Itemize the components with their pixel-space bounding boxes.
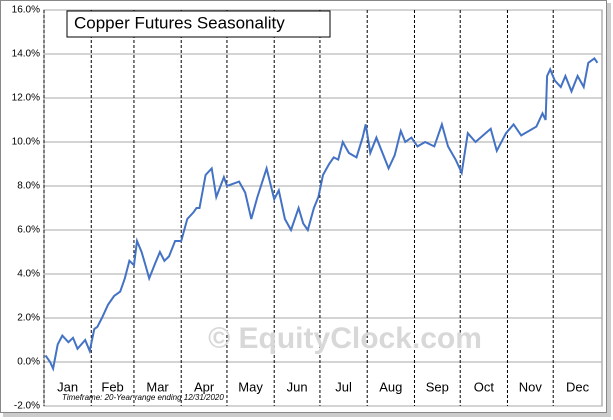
y-tick-label: -2.0% bbox=[14, 401, 40, 412]
x-tick-label: Aug bbox=[379, 379, 402, 394]
x-tick-label: Jun bbox=[287, 379, 308, 394]
frame bbox=[0, 0, 607, 413]
note: Timeframe: 20-Year range ending 12/31/20… bbox=[62, 393, 224, 402]
x-tick-label: May bbox=[238, 379, 263, 394]
x-tick-label: Jul bbox=[335, 379, 352, 394]
x-tick-label: Apr bbox=[194, 379, 215, 394]
x-tick-label: Mar bbox=[146, 379, 169, 394]
shadow bbox=[607, 3, 611, 417]
watermark: © EquityClock.com bbox=[208, 322, 482, 355]
x-tick-label: Dec bbox=[566, 379, 590, 394]
x-tick-label: Nov bbox=[519, 379, 543, 394]
y-tick-label: 12.0% bbox=[12, 93, 40, 104]
line bbox=[44, 56, 599, 372]
y-tick-label: 14.0% bbox=[12, 49, 40, 60]
shadow bbox=[3, 413, 609, 417]
y-tick-label: 6.0% bbox=[17, 225, 40, 236]
x-tick-label: Oct bbox=[474, 379, 495, 394]
y-tick-label: 16.0% bbox=[12, 5, 40, 16]
x-tick-label: Jan bbox=[57, 379, 78, 394]
y-tick-label: 8.0% bbox=[17, 181, 40, 192]
y-tick-label: 4.0% bbox=[17, 269, 40, 280]
x-tick-label: Sep bbox=[426, 379, 449, 394]
y-tick-label: 10.0% bbox=[12, 137, 40, 148]
x-tick-label: Feb bbox=[101, 379, 123, 394]
title-box bbox=[66, 10, 331, 38]
chart-title: Copper Futures Seasonality bbox=[74, 13, 285, 32]
y-tick-label: 0.0% bbox=[17, 357, 40, 368]
y-tick-label: 2.0% bbox=[17, 313, 40, 324]
